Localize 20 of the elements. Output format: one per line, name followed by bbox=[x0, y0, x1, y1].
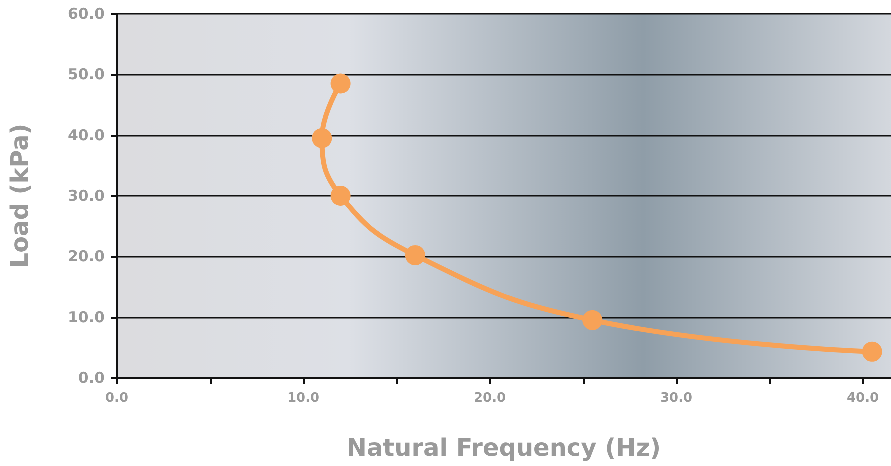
point bbox=[330, 186, 351, 206]
y-tick-label: 60.0 bbox=[68, 5, 105, 23]
y-tick-label: 0.0 bbox=[78, 369, 105, 387]
y-tick-label: 20.0 bbox=[68, 248, 105, 266]
point bbox=[405, 245, 426, 266]
point bbox=[862, 342, 882, 362]
point bbox=[582, 310, 603, 330]
y-tick-label: 40.0 bbox=[68, 126, 105, 144]
x-tick-label: 40.0 bbox=[846, 391, 880, 406]
y-tick-label: 50.0 bbox=[68, 66, 105, 84]
x-tick-label: 10.0 bbox=[287, 391, 320, 406]
x-tick-label: 20.0 bbox=[474, 391, 506, 406]
y-tick-label: 30.0 bbox=[68, 187, 105, 205]
point bbox=[330, 74, 351, 94]
y-tick-label: 10.0 bbox=[68, 308, 105, 326]
y-axis-title: Load (kPa) bbox=[6, 124, 34, 268]
x-tick-label: 30.0 bbox=[660, 391, 693, 406]
x-axis-title: Natural Frequency (Hz) bbox=[346, 434, 662, 462]
point bbox=[312, 128, 332, 148]
x-tick-label: 0.0 bbox=[105, 391, 129, 406]
